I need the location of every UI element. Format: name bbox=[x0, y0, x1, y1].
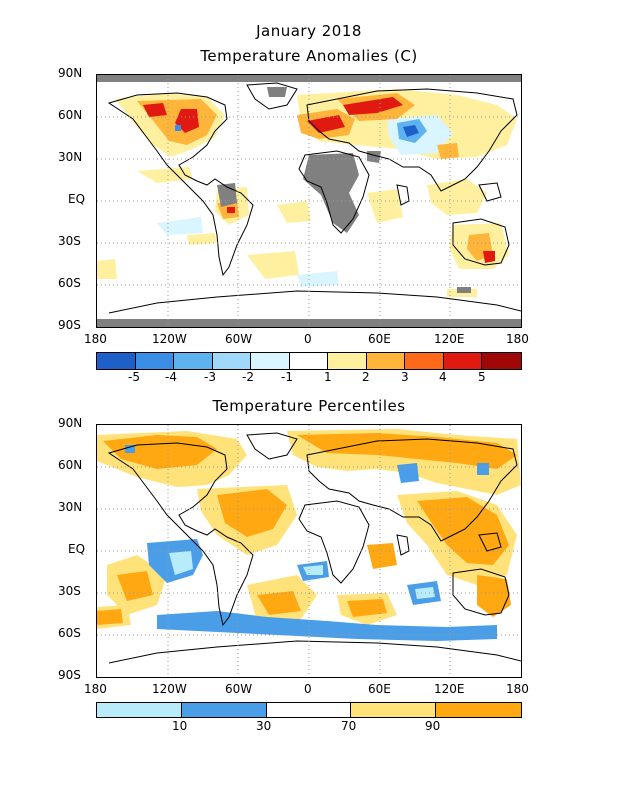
lat-label-60n: 60N bbox=[58, 458, 83, 472]
percentile-colorbar-swatch bbox=[351, 703, 437, 717]
lon-label-0: 0 bbox=[304, 332, 312, 346]
anomaly-colorbar bbox=[96, 352, 522, 370]
anomaly-colorbar-swatch bbox=[251, 353, 290, 369]
percentile-legend-label: 70 bbox=[341, 719, 357, 733]
lat-label-30n: 30N bbox=[58, 150, 83, 164]
lon-label-60w: 60W bbox=[225, 332, 253, 346]
lat-label-90n: 90N bbox=[58, 66, 83, 80]
anomaly-colorbar-swatch bbox=[212, 353, 252, 369]
anomaly-colorbar-swatch bbox=[135, 353, 175, 369]
lat-label-60s: 60S bbox=[58, 276, 81, 290]
anomaly-map-title: Temperature Anomalies (C) bbox=[200, 47, 418, 65]
anomaly-legend-label: -2 bbox=[242, 370, 254, 384]
anomaly-legend-label: 2 bbox=[362, 370, 370, 384]
anomaly-legend-label: 1 bbox=[324, 370, 332, 384]
lon-label-120e: 120E bbox=[434, 332, 465, 346]
missing-data-areas bbox=[217, 87, 471, 293]
percentile-below-10-areas bbox=[169, 551, 435, 599]
anomaly-legend-label: 4 bbox=[439, 370, 447, 384]
lon-label-180e: 180 bbox=[506, 332, 529, 346]
anomaly-cold-areas bbox=[175, 119, 427, 143]
lat-label-30n: 30N bbox=[58, 500, 83, 514]
percentile-map bbox=[96, 424, 522, 678]
anomaly-legend-label: -4 bbox=[165, 370, 177, 384]
anomaly-legend-label: 3 bbox=[401, 370, 409, 384]
figure-title-date: January 2018 bbox=[256, 22, 362, 40]
percentile-map-svg bbox=[97, 425, 521, 677]
lat-label-60s: 60S bbox=[58, 626, 81, 640]
lon-label-60e: 60E bbox=[368, 332, 391, 346]
percentile-colorbar-swatch bbox=[266, 703, 352, 717]
anomaly-colorbar-swatch bbox=[405, 353, 444, 369]
anomaly-legend-label: -3 bbox=[204, 370, 216, 384]
percentile-colorbar-swatch bbox=[181, 703, 267, 717]
coastlines bbox=[107, 82, 521, 314]
lat-label-60n: 60N bbox=[58, 108, 83, 122]
lon-label-120e: 120E bbox=[434, 682, 465, 696]
percentile-legend-label: 90 bbox=[425, 719, 441, 733]
percentile-colorbar-swatch bbox=[436, 703, 521, 717]
anomaly-map-svg bbox=[97, 75, 521, 327]
lon-label-60w: 60W bbox=[225, 682, 253, 696]
lon-label-180e: 180 bbox=[506, 682, 529, 696]
grid-lines bbox=[97, 425, 521, 677]
anomaly-colorbar-swatch bbox=[443, 353, 483, 369]
coastlines bbox=[107, 432, 521, 664]
lat-label-30s: 30S bbox=[58, 584, 81, 598]
anomaly-colorbar-swatch bbox=[174, 353, 213, 369]
percentile-colorbar bbox=[96, 702, 522, 718]
lon-label-120w: 120W bbox=[152, 682, 187, 696]
anomaly-colorbar-swatch bbox=[328, 353, 367, 369]
anomaly-colorbar-swatch bbox=[289, 353, 329, 369]
lat-label-eq: EQ bbox=[68, 192, 86, 206]
lon-label-0: 0 bbox=[304, 682, 312, 696]
lat-label-90n: 90N bbox=[58, 416, 83, 430]
anomaly-colorbar-swatch bbox=[482, 353, 521, 369]
lat-label-30s: 30S bbox=[58, 234, 81, 248]
percentile-legend-label: 10 bbox=[172, 719, 188, 733]
anomaly-legend-label: -5 bbox=[128, 370, 140, 384]
lon-label-180w: 180 bbox=[84, 332, 107, 346]
lon-label-120w: 120W bbox=[152, 332, 187, 346]
lon-label-60e: 60E bbox=[368, 682, 391, 696]
anomaly-colorbar-swatch bbox=[366, 353, 406, 369]
percentile-colorbar-swatch bbox=[97, 703, 182, 717]
grid-lines bbox=[97, 75, 521, 327]
lon-label-180w: 180 bbox=[84, 682, 107, 696]
missing-data-north-band bbox=[97, 75, 521, 82]
anomaly-colorbar-swatch bbox=[97, 353, 136, 369]
anomaly-legend-label: 5 bbox=[478, 370, 486, 384]
anomaly-map bbox=[96, 74, 522, 328]
anomaly-legend-label: -1 bbox=[281, 370, 293, 384]
percentile-legend-label: 30 bbox=[256, 719, 272, 733]
lat-label-90s: 90S bbox=[58, 318, 81, 332]
percentile-map-title: Temperature Percentiles bbox=[212, 397, 406, 415]
lat-label-90s: 90S bbox=[58, 668, 81, 682]
lat-label-eq: EQ bbox=[68, 542, 86, 556]
